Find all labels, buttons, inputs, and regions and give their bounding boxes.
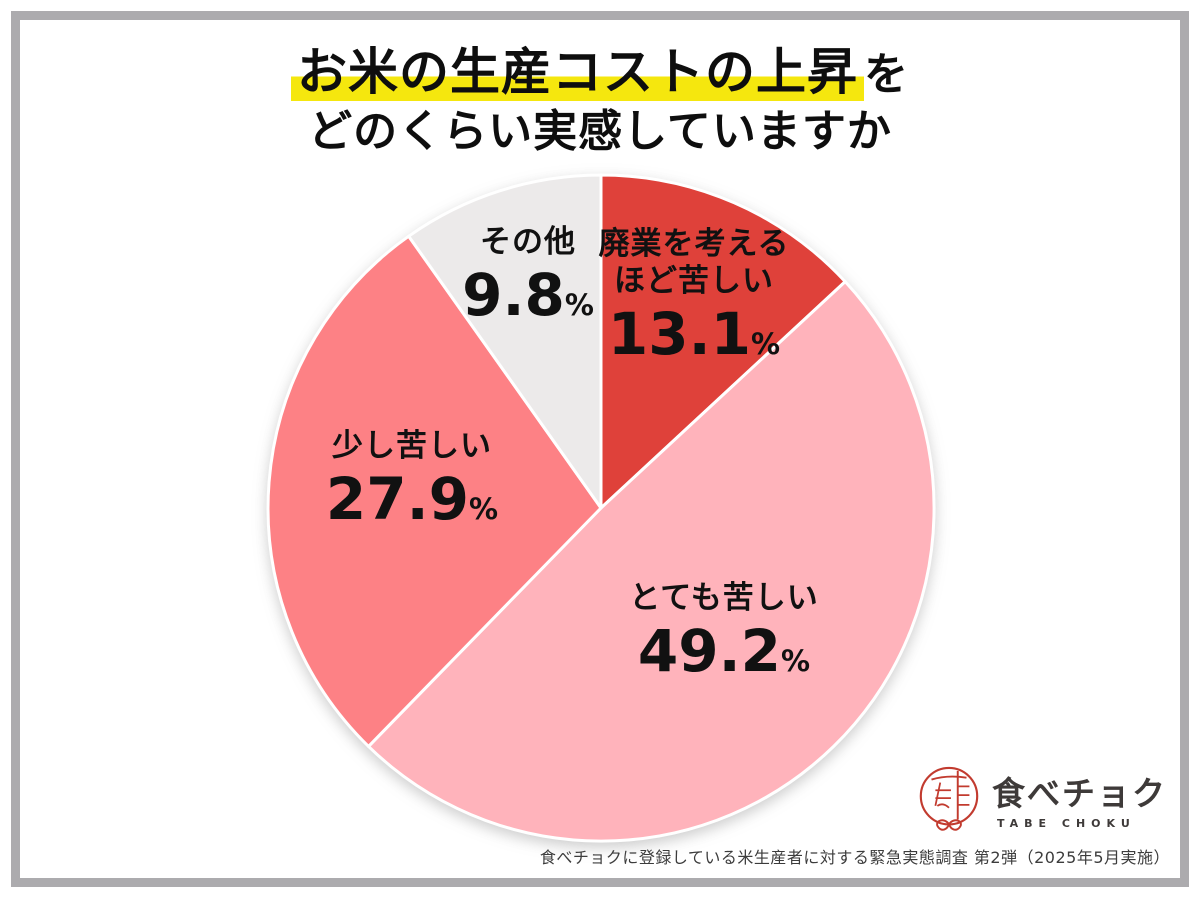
slice-value-number: 49.2: [637, 617, 782, 685]
slice-label-haigyo: 廃業を考える ほど苦しい 13.1%: [598, 226, 789, 364]
page-title: お米の生産コストの上昇を どのくらい実感していますか: [0, 43, 1200, 159]
pie-slice-sukoshi: [266, 234, 603, 748]
title-line-1: お米の生産コストの上昇を: [0, 43, 1200, 101]
tabechoku-logo-text: 食べチョク TABE CHOKU: [992, 762, 1167, 830]
slice-label-text: 廃業を考える: [598, 226, 790, 262]
title-line1-highlight: お米の生産コストの上昇: [291, 43, 864, 101]
pie-chart: [256, 163, 946, 853]
slice-label-text: とても苦しい: [629, 580, 819, 616]
slice-value: 27.9%: [326, 469, 499, 529]
percent-sign: %: [781, 644, 811, 678]
title-line-2: どのくらい実感していますか: [308, 106, 892, 157]
slice-label-text: ほど苦しい: [613, 263, 774, 299]
tabechoku-logo-mark-icon: [919, 766, 979, 831]
slice-value: 49.2%: [629, 621, 819, 681]
slice-value-number: 27.9: [325, 465, 470, 533]
slice-value-number: 13.1: [607, 300, 752, 368]
slice-label-sonota: その他 9.8%: [462, 224, 594, 325]
brand-name: 食べチョク: [992, 774, 1167, 813]
pie-slice-sonota: [407, 173, 603, 510]
pie-chart-svg: [266, 173, 936, 843]
pie-slice-totemo: [367, 280, 936, 843]
tabechoku-logo: 食べチョク TABE CHOKU: [914, 762, 1167, 840]
slice-value: 9.8%: [462, 265, 594, 325]
slice-value: 13.1%: [598, 304, 789, 364]
slice-label-text: 少し苦しい: [331, 428, 492, 464]
title-line1-suffix: を: [864, 49, 909, 100]
slice-label-text: その他: [480, 224, 576, 260]
survey-source-footnote: 食べチョクに登録している米生産者に対する緊急実態調査 第2弾（2025年5月実施…: [539, 848, 1170, 867]
brand-romaji: TABE CHOKU: [997, 817, 1136, 831]
percent-sign: %: [469, 492, 499, 526]
pie-slice-haigyo: [599, 173, 847, 510]
percent-sign: %: [564, 288, 594, 322]
percent-sign: %: [751, 327, 781, 361]
slice-label-sukoshi: 少し苦しい 27.9%: [326, 428, 498, 529]
slice-value-number: 9.8: [462, 261, 565, 329]
slice-label-totemo: とても苦しい 49.2%: [629, 580, 819, 681]
